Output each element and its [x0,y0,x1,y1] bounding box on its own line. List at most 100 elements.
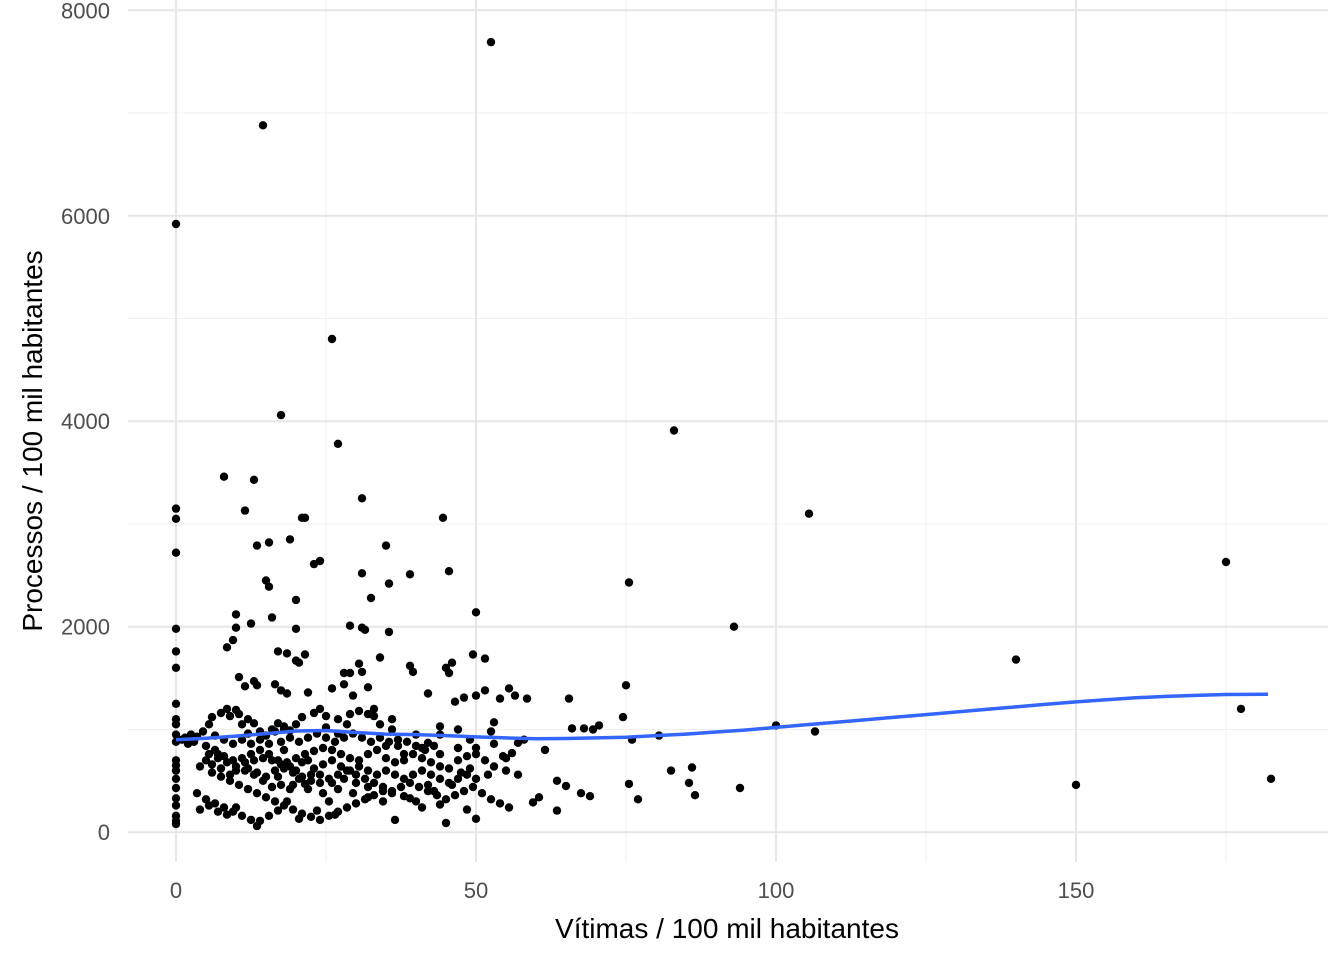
data-point [357,569,367,578]
data-point [354,706,364,716]
data-point [360,774,370,783]
data-point [405,570,415,579]
data-point [423,689,433,698]
data-point [333,715,343,724]
data-point [330,737,340,746]
data-point [363,793,373,802]
data-point [381,754,391,763]
data-point [264,811,274,820]
x-tick-label: 50 [464,878,488,903]
data-point [303,688,313,697]
data-point [495,694,505,703]
data-point [423,780,433,790]
data-point [282,689,292,698]
data-point [489,739,499,748]
y-axis-ticks: 0 2000 4000 6000 8000 [61,0,110,845]
data-point [258,121,268,130]
data-point [282,797,292,806]
data-point [435,762,445,771]
data-point [669,426,679,435]
data-point [267,782,277,792]
data-point [684,778,694,788]
data-point [333,770,343,779]
x-axis-ticks: 0 50 100 150 [170,878,1094,903]
data-point [468,650,478,659]
data-point [207,768,217,777]
data-point [357,494,367,503]
data-point [237,720,247,729]
data-point [387,715,397,724]
y-tick-label: 6000 [61,204,110,229]
data-point [471,608,481,617]
data-point [219,472,229,481]
data-point [390,770,400,779]
data-point [171,504,181,513]
y-tick-label: 8000 [61,0,110,23]
data-point [534,793,544,802]
data-point [468,782,478,792]
data-point [171,514,181,523]
data-point [396,782,406,792]
data-point [276,410,286,420]
data-point [273,719,283,728]
y-axis-title: Processos / 100 mil habitantes [17,250,48,631]
x-tick-label: 150 [1058,878,1095,903]
data-point [336,749,346,759]
data-point [435,800,445,809]
data-point [303,733,313,742]
data-point [324,797,334,806]
data-point [363,709,373,719]
data-point [444,567,454,576]
data-point [318,789,328,798]
data-point [234,672,244,682]
data-point [171,819,181,829]
data-point [345,668,355,678]
data-point [234,780,244,790]
data-point [564,694,574,703]
data-point [351,799,361,808]
data-point [321,733,331,742]
data-point [351,778,361,788]
data-point [1221,557,1231,567]
data-point [333,784,343,794]
data-point [264,582,274,591]
data-point [171,774,181,783]
data-point [252,541,262,550]
data-point [171,783,181,793]
data-point [357,667,367,677]
data-point [540,745,550,755]
data-point [195,805,205,814]
data-point [417,803,427,812]
data-point [240,506,250,515]
data-point [471,749,481,759]
data-point [171,766,181,775]
data-point [237,735,247,744]
data-point [528,798,538,807]
data-point [471,774,481,783]
data-point [327,756,337,765]
data-point [465,764,475,773]
data-point [804,509,814,518]
data-point [222,810,232,819]
data-point [471,743,481,753]
data-point [285,784,295,794]
data-point [504,684,514,693]
data-point [393,735,403,744]
data-point [417,766,427,775]
data-point [624,578,634,587]
data-point [207,712,217,722]
data-point [462,752,472,761]
data-point [552,806,562,815]
data-point [258,776,268,785]
data-point [384,627,394,637]
data-point [315,778,325,788]
data-point [462,805,472,814]
data-point [405,778,415,788]
data-point [339,680,349,689]
data-point [330,810,340,819]
data-point [372,770,382,779]
data-point [300,779,310,789]
data-point [453,756,463,765]
data-point [429,741,439,751]
data-point [273,647,283,656]
